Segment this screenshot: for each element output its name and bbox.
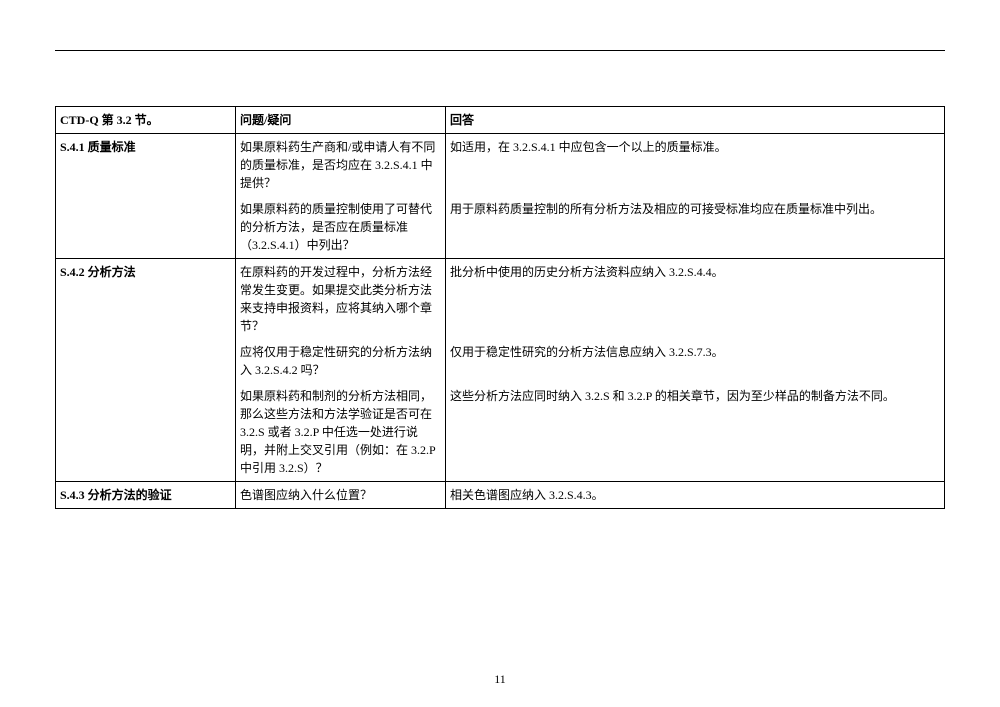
question-cell: 色谱图应纳入什么位置？	[236, 482, 446, 509]
page-number: 11	[0, 672, 1000, 687]
table-row: S.4.3 分析方法的验证 色谱图应纳入什么位置？相关色谱图应纳入 3.2.S.4…	[56, 482, 945, 509]
answer-cell: 用于原料药质量控制的所有分析方法及相应的可接受标准均应在质量标准中列出。	[446, 196, 945, 259]
header-question: 问题/疑问	[236, 107, 446, 134]
answer-cell: 这些分析方法应同时纳入 3.2.S 和 3.2.P 的相关章节，因为至少样品的制…	[446, 383, 945, 482]
question-cell: 如果原料药和制剂的分析方法相同，那么这些方法和方法学验证是否可在 3.2.S 或…	[236, 383, 446, 482]
answer-cell: 相关色谱图应纳入 3.2.S.4.3。	[446, 482, 945, 509]
qna-table: CTD-Q 第 3.2 节。 问题/疑问 回答 S.4.1 质量标准 如果原料药生…	[55, 106, 945, 509]
section-label: S.4.2 分析方法	[60, 265, 136, 279]
table-row: S.4.2 分析方法 在原料药的开发过程中，分析方法经常发生变更。如果提交此类分析…	[56, 259, 945, 340]
question-cell: 在原料药的开发过程中，分析方法经常发生变更。如果提交此类分析方法来支持申报资料，…	[236, 259, 446, 340]
header-section: CTD-Q 第 3.2 节。	[56, 107, 236, 134]
table-row: S.4.1 质量标准 如果原料药生产商和/或申请人有不同的质量标准，是否均应在 3…	[56, 134, 945, 197]
section-cell: S.4.2 分析方法	[56, 259, 236, 340]
header-answer: 回答	[446, 107, 945, 134]
section-label: S.4.1 质量标准	[60, 140, 136, 154]
answer-cell: 仅用于稳定性研究的分析方法信息应纳入 3.2.S.7.3。	[446, 339, 945, 383]
section-cell: S.4.1 质量标准	[56, 134, 236, 197]
question-cell: 如果原料药的质量控制使用了可替代的分析方法，是否应在质量标准（3.2.S.4.1…	[236, 196, 446, 259]
page-top-rule	[55, 50, 945, 51]
answer-cell: 如适用，在 3.2.S.4.1 中应包含一个以上的质量标准。	[446, 134, 945, 197]
section-cell	[56, 339, 236, 383]
answer-cell: 批分析中使用的历史分析方法资料应纳入 3.2.S.4.4。	[446, 259, 945, 340]
question-cell: 如果原料药生产商和/或申请人有不同的质量标准，是否均应在 3.2.S.4.1 中…	[236, 134, 446, 197]
table-row: 如果原料药和制剂的分析方法相同，那么这些方法和方法学验证是否可在 3.2.S 或…	[56, 383, 945, 482]
question-cell: 应将仅用于稳定性研究的分析方法纳入 3.2.S.4.2 吗？	[236, 339, 446, 383]
section-cell: S.4.3 分析方法的验证	[56, 482, 236, 509]
section-cell	[56, 196, 236, 259]
section-label: S.4.3 分析方法的验证	[60, 488, 172, 502]
table-header-row: CTD-Q 第 3.2 节。 问题/疑问 回答	[56, 107, 945, 134]
table-row: 如果原料药的质量控制使用了可替代的分析方法，是否应在质量标准（3.2.S.4.1…	[56, 196, 945, 259]
section-cell	[56, 383, 236, 482]
table-row: 应将仅用于稳定性研究的分析方法纳入 3.2.S.4.2 吗？仅用于稳定性研究的分…	[56, 339, 945, 383]
